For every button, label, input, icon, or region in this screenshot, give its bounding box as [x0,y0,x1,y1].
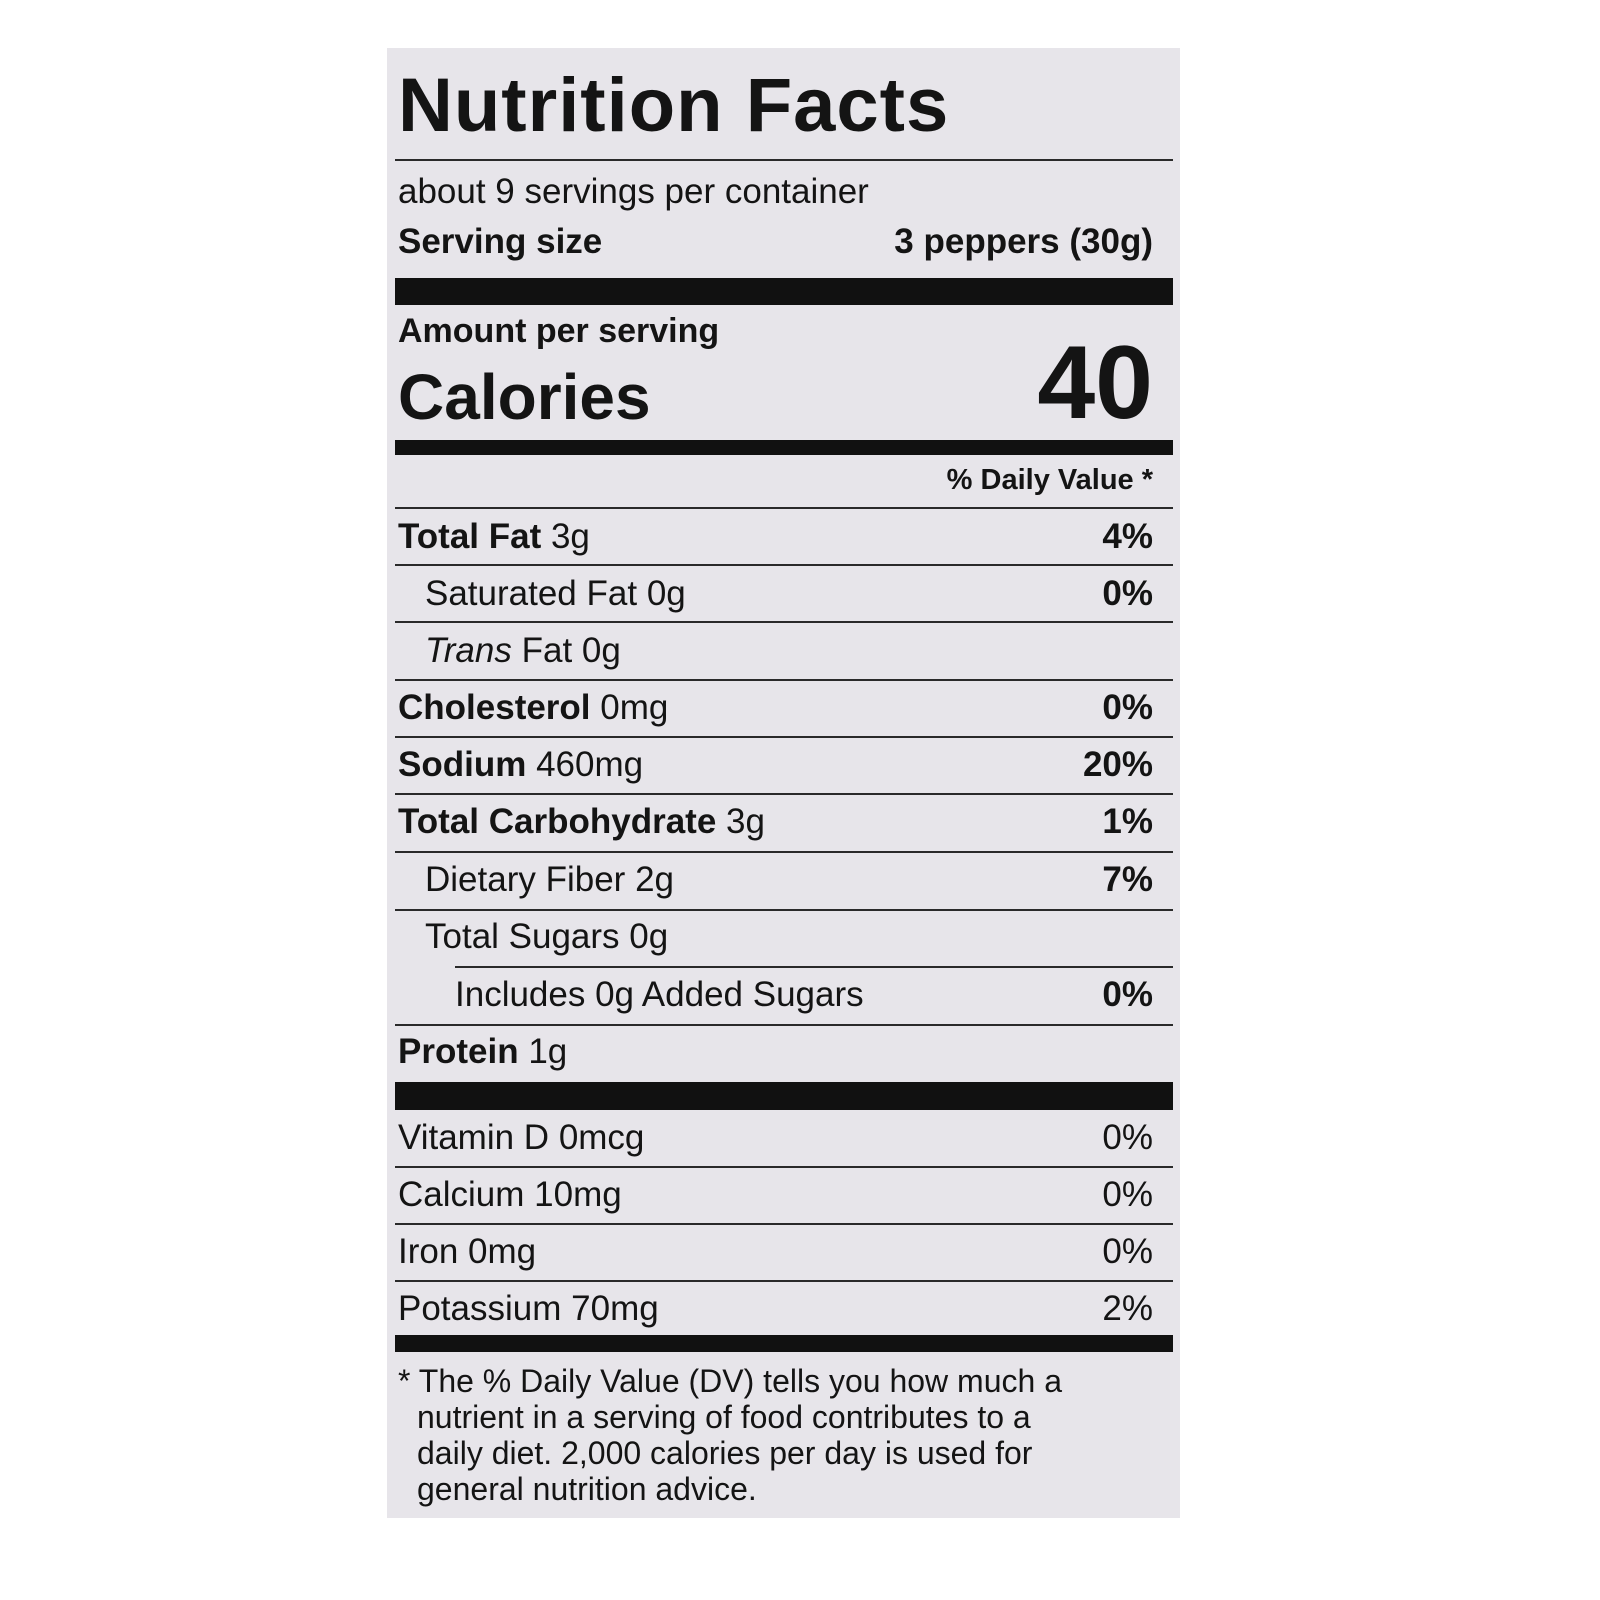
vitamin-name: Vitamin D [398,1118,550,1157]
divider [395,793,1173,795]
daily-value: 0% [1102,574,1153,613]
daily-value: 0% [1102,688,1153,727]
nutrient-name: Includes 0g Added Sugars [455,975,864,1014]
nutrient-amount: 460mg [536,745,644,784]
nutrient-row: Dietary Fiber 2g 7% [425,852,1153,908]
vitamin-name: Potassium [398,1289,562,1328]
vitamin-name: Iron [398,1232,459,1271]
nutrient-amount: 2g [635,860,674,899]
nutrient-amount: 0mg [600,688,669,727]
divider [395,1166,1173,1168]
calories-value: 40 [1037,325,1153,441]
vitamin-row: Potassium 70mg 2% [398,1281,1153,1337]
amount-per-serving: Amount per serving [398,312,720,350]
title: Nutrition Facts [398,63,950,148]
divider [395,1223,1173,1225]
daily-value: 7% [1102,860,1153,899]
divider [395,1082,1173,1110]
divider [395,736,1173,738]
nutrient-name: Dietary Fiber [425,860,626,899]
vitamin-amount: 70mg [571,1289,659,1328]
vitamin-row: Vitamin D 0mcg 0% [398,1110,1153,1166]
daily-value: 0% [1102,1175,1153,1214]
nutrient-amount: 0g [581,631,621,670]
serving-size-value: 3 peppers (30g) [894,222,1153,261]
divider [395,1024,1173,1026]
nutrient-row: Cholesterol 0mg 0% [398,680,1153,736]
calories-label: Calories [398,361,651,433]
nutrient-amount: 0g [646,574,686,613]
divider [455,966,1173,968]
nutrient-name: Cholesterol [398,688,591,727]
footnote-line: daily diet. 2,000 calories per day is us… [417,1435,1033,1471]
divider [395,851,1173,853]
divider [395,621,1173,623]
nutrient-row: Total Carbohydrate 3g 1% [398,794,1153,850]
nutrient-row: Sodium 460mg 20% [398,737,1153,793]
daily-value: 20% [1082,745,1153,784]
vitamin-amount: 10mg [534,1175,622,1214]
footnote-line: general nutrition advice. [417,1471,757,1507]
daily-value: 4% [1102,517,1153,556]
nutrient-name: Total Sugars [425,917,620,956]
nutrient-row: Protein 1g [398,1024,1153,1080]
nutrient-row: Includes 0g Added Sugars 0% [455,967,1153,1023]
vitamin-amount: 0mg [468,1232,537,1271]
vitamin-row: Iron 0mg 0% [398,1224,1153,1280]
serving-size-label: Serving size [398,222,603,261]
nutrient-row: Trans Fat 0g [425,623,1153,679]
nutrient-row: Total Sugars 0g [425,909,1153,965]
nutrient-name: Total Carbohydrate [398,802,717,841]
daily-value: 0% [1102,1118,1153,1157]
nutrient-amount: 3g [550,517,590,556]
vitamin-amount: 0mcg [558,1118,645,1157]
vitamin-name: Calcium [398,1175,525,1214]
servings-per-container: about 9 servings per container [398,172,869,211]
divider [395,679,1173,681]
divider [395,507,1173,509]
nutrient-amount: 1g [528,1032,568,1071]
nutrient-name: Total Fat [398,517,542,556]
nutrient-name: Fat [521,631,573,670]
nutrient-name: Protein [398,1032,519,1071]
footnote-line: * The % Daily Value (DV) tells you how m… [398,1363,1062,1399]
nutrient-row: Saturated Fat 0g 0% [425,566,1153,622]
divider [395,1280,1173,1282]
daily-value: 1% [1102,802,1153,841]
nutrient-amount: 3g [726,802,765,841]
divider [395,440,1173,455]
footnote-line: nutrient in a serving of food contribute… [417,1399,1031,1435]
nutrient-name-italic: Trans [425,631,512,670]
nutrient-name: Saturated Fat [425,574,638,613]
divider [395,278,1173,305]
divider [395,1335,1173,1352]
nutrient-amount: 0g [629,917,669,956]
daily-value-header: % Daily Value * [946,464,1153,496]
divider [395,909,1173,911]
daily-value: 0% [1102,975,1153,1014]
nutrient-row: Total Fat 3g 4% [398,509,1153,565]
daily-value: 0% [1102,1232,1153,1271]
daily-value: 2% [1102,1289,1153,1328]
nutrient-name: Sodium [398,745,527,784]
divider [395,159,1173,161]
divider [395,564,1173,566]
vitamin-row: Calcium 10mg 0% [398,1167,1153,1223]
